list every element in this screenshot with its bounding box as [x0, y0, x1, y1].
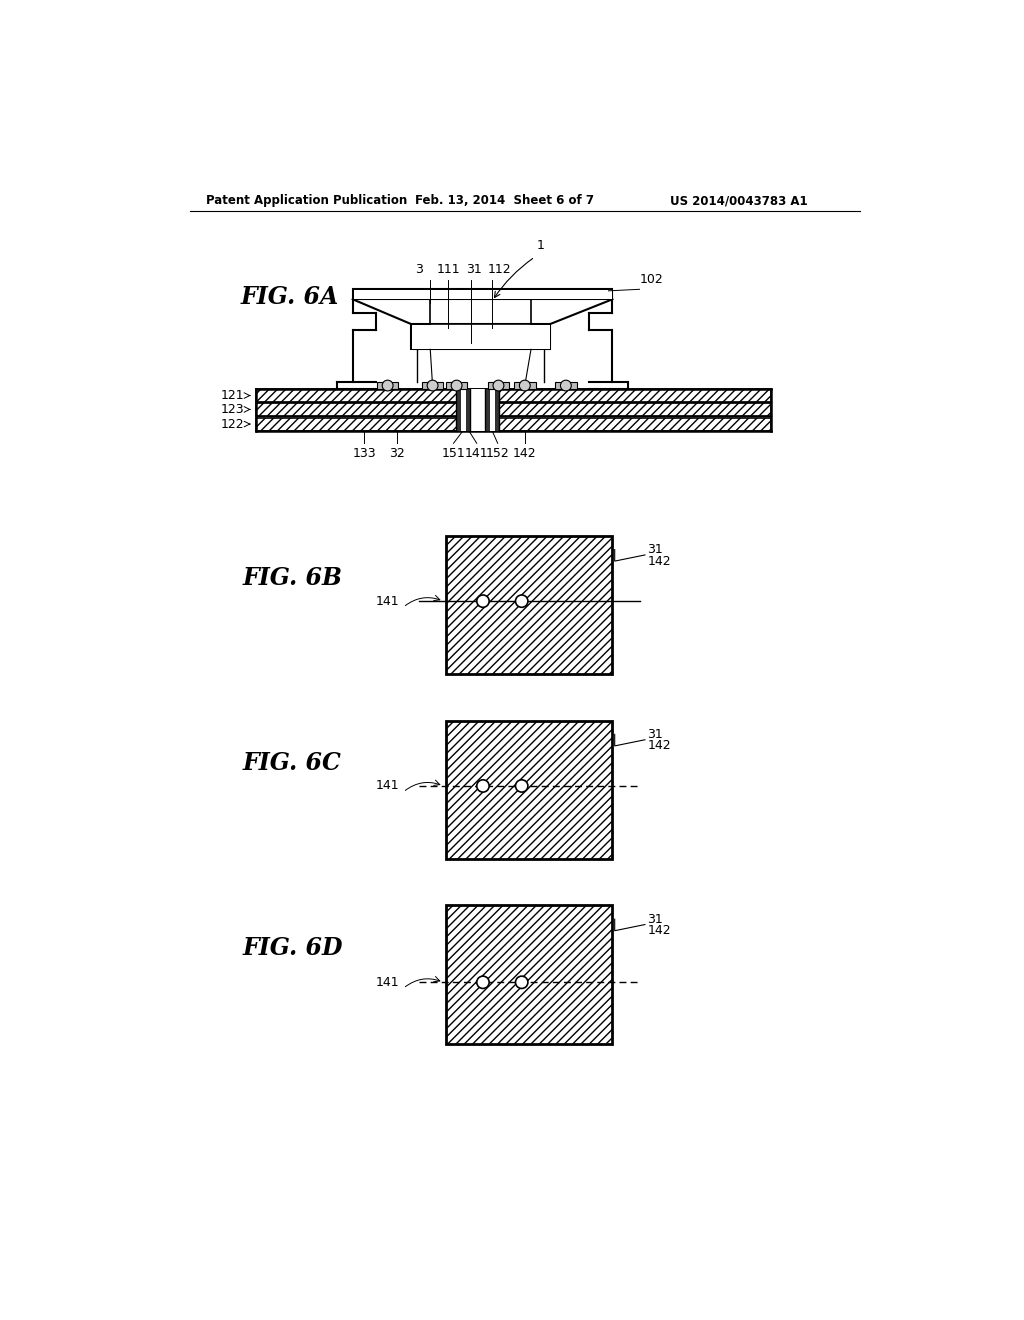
Circle shape	[515, 595, 528, 607]
Circle shape	[515, 780, 528, 792]
Bar	[485, 389, 489, 430]
Text: 142: 142	[647, 554, 671, 568]
Text: FIG. 6C: FIG. 6C	[243, 751, 341, 775]
Text: 141: 141	[376, 975, 399, 989]
Text: 31: 31	[647, 912, 663, 925]
Text: 31: 31	[647, 543, 663, 556]
Text: 3: 3	[415, 263, 423, 276]
Circle shape	[427, 380, 438, 391]
Circle shape	[452, 380, 462, 391]
Circle shape	[477, 780, 489, 792]
Text: Patent Application Publication: Patent Application Publication	[206, 194, 407, 207]
Text: 142: 142	[513, 447, 537, 461]
Text: 102: 102	[640, 273, 664, 286]
Bar	[445, 536, 612, 675]
Circle shape	[493, 380, 504, 391]
Bar	[256, 416, 771, 418]
Circle shape	[515, 977, 528, 989]
Text: 32: 32	[389, 447, 404, 461]
Bar	[353, 290, 611, 300]
Text: 142: 142	[647, 739, 671, 752]
Bar	[456, 389, 460, 430]
Text: 31: 31	[647, 727, 663, 741]
Bar	[445, 721, 612, 859]
Bar	[256, 404, 771, 416]
Bar	[377, 381, 398, 389]
Circle shape	[382, 380, 393, 391]
Bar	[430, 323, 531, 339]
Bar	[555, 381, 577, 389]
Bar	[514, 381, 536, 389]
Text: 122: 122	[220, 417, 245, 430]
Bar	[256, 389, 771, 401]
Bar	[352, 289, 612, 300]
Circle shape	[477, 977, 489, 989]
Text: 1: 1	[537, 239, 544, 252]
Text: 152: 152	[485, 447, 510, 461]
Text: 151: 151	[441, 447, 465, 461]
Bar	[256, 418, 771, 430]
Text: 123: 123	[220, 403, 245, 416]
Text: FIG. 6D: FIG. 6D	[243, 936, 343, 960]
Bar	[422, 381, 443, 389]
Text: 133: 133	[352, 447, 376, 461]
Text: FIG. 6A: FIG. 6A	[241, 285, 339, 309]
Text: 121: 121	[220, 389, 245, 403]
Text: 141: 141	[465, 447, 488, 461]
Bar	[256, 401, 771, 404]
Bar	[445, 381, 467, 389]
Bar	[496, 389, 500, 430]
Bar	[488, 389, 496, 430]
Text: Feb. 13, 2014  Sheet 6 of 7: Feb. 13, 2014 Sheet 6 of 7	[415, 194, 594, 207]
Text: FIG. 6B: FIG. 6B	[243, 566, 343, 590]
Bar	[487, 381, 509, 389]
Text: 31: 31	[467, 263, 482, 276]
Text: 141: 141	[376, 779, 399, 792]
Bar	[466, 389, 470, 430]
Text: 142: 142	[647, 924, 671, 937]
Bar	[412, 325, 550, 350]
Text: 111: 111	[436, 263, 460, 276]
Bar	[445, 906, 612, 1044]
Circle shape	[519, 380, 530, 391]
Circle shape	[477, 595, 489, 607]
Bar	[466, 389, 489, 430]
Circle shape	[560, 380, 571, 391]
Text: 141: 141	[376, 594, 399, 607]
Bar	[411, 323, 550, 350]
Text: 112: 112	[487, 263, 511, 276]
Text: US 2014/0043783 A1: US 2014/0043783 A1	[671, 194, 808, 207]
Bar	[459, 389, 467, 430]
